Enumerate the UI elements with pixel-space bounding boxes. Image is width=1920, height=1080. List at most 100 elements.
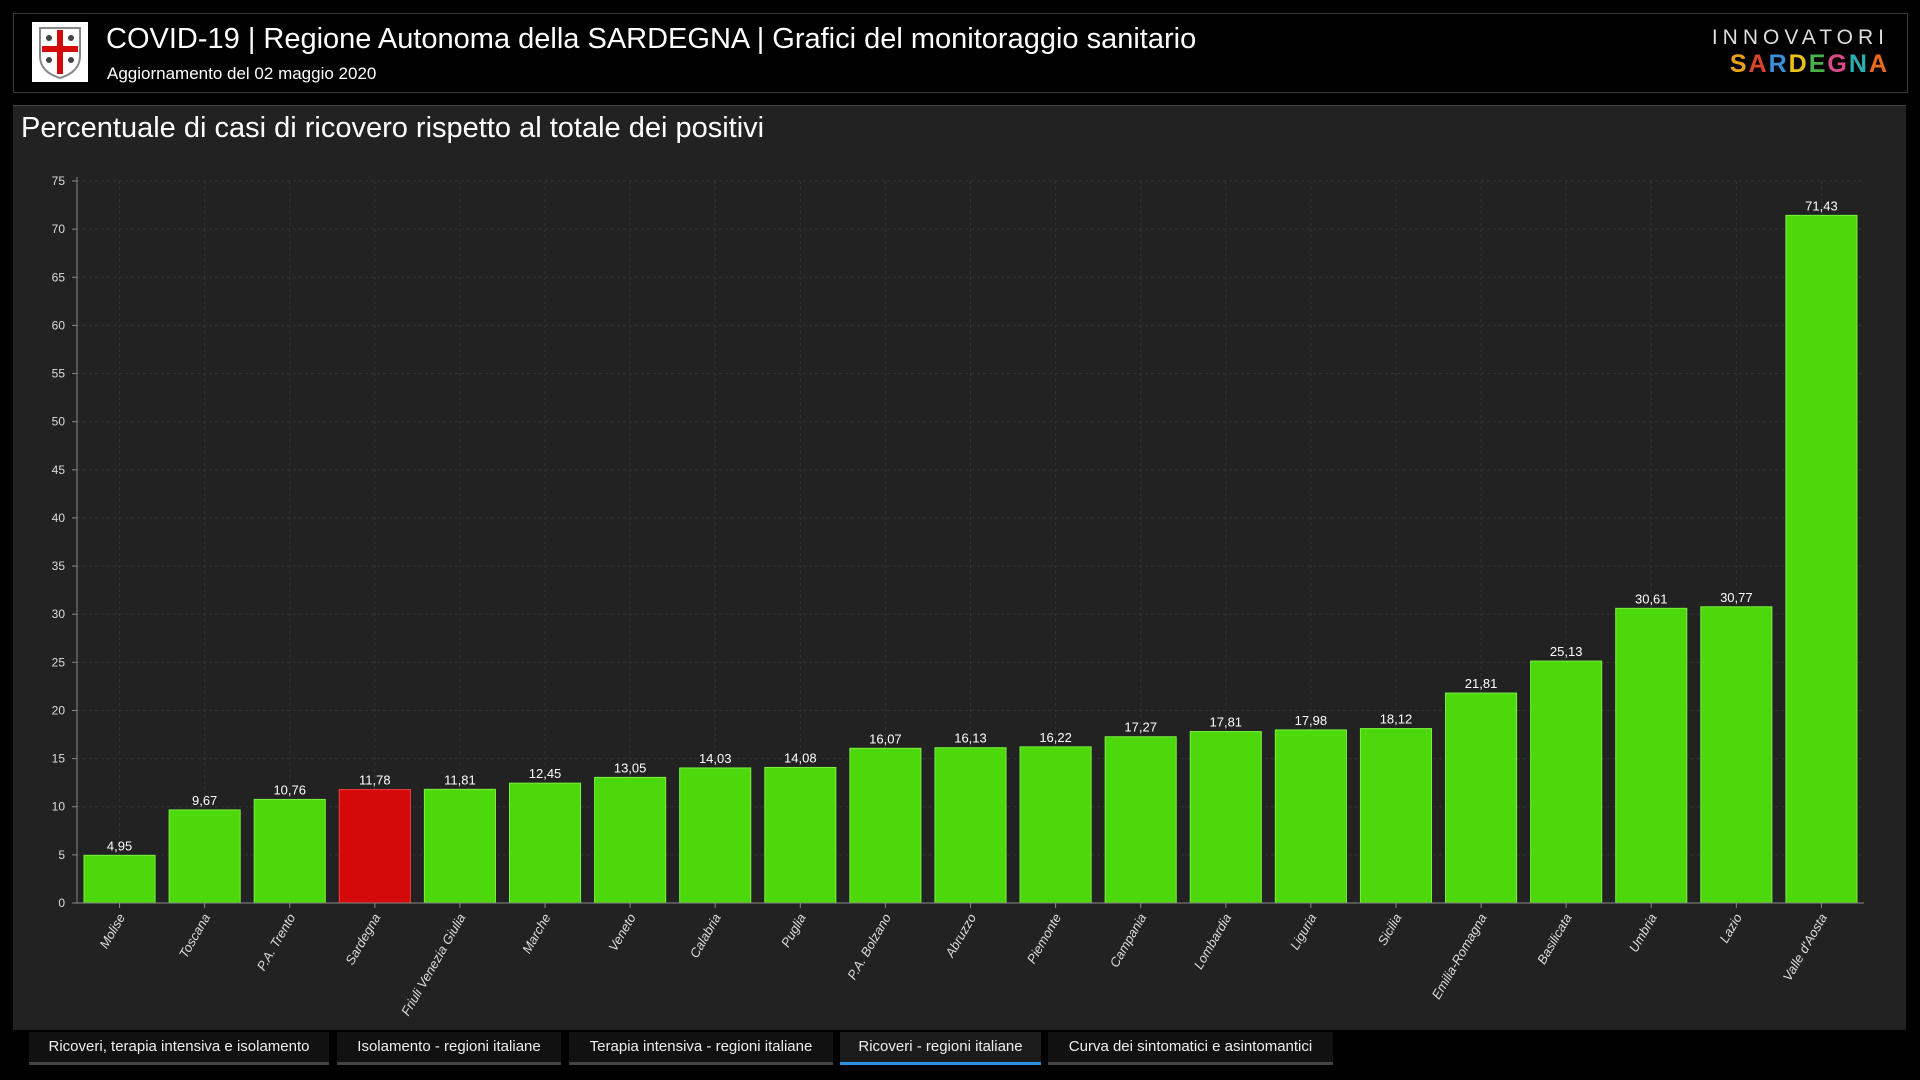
- bar-campania: [1104, 736, 1177, 904]
- y-tick-label: 65: [52, 270, 66, 284]
- brand-bottom-text: SARDEGNA: [1712, 50, 1889, 79]
- x-tick-label: Liguria: [1287, 911, 1320, 952]
- tab-5[interactable]: Curva dei sintomatici e asintomantici: [1048, 1032, 1333, 1065]
- bar-toscana: [168, 809, 241, 904]
- bar-sicilia: [1359, 728, 1433, 904]
- y-tick-label: 0: [58, 896, 65, 910]
- x-tick-label: Basilicata: [1534, 911, 1575, 967]
- bar-liguria: [1274, 729, 1347, 904]
- tab-2[interactable]: Isolamento - regioni italiane: [337, 1032, 561, 1065]
- bar-piemonte: [1019, 746, 1092, 904]
- y-tick-label: 75: [52, 174, 66, 188]
- data-label: 30,61: [1635, 591, 1668, 606]
- data-label: 25,13: [1550, 644, 1583, 659]
- innovatori-sardegna-logo: INNOVATORI SARDEGNA: [1712, 26, 1889, 79]
- data-label: 21,81: [1465, 676, 1498, 691]
- brand-letter: N: [1848, 50, 1869, 78]
- y-tick-label: 60: [52, 318, 66, 332]
- brand-letter: E: [1808, 50, 1828, 78]
- y-tick-label: 40: [52, 511, 66, 525]
- chart-title: Percentuale di casi di ricovero rispetto…: [21, 112, 765, 144]
- data-label: 10,76: [273, 782, 306, 797]
- x-tick-label: Valle d'Aosta: [1780, 911, 1830, 983]
- bar-chart: 0 5 10 15 20 25 30 35 40 45 50 55 60 65 70 75 4,95 Molise…: [52, 174, 1864, 1018]
- bar-abruzzo: [934, 747, 1007, 904]
- brand-letter: A: [1748, 50, 1769, 78]
- bar-sardegna: [338, 789, 411, 904]
- data-label: 18,12: [1380, 712, 1413, 727]
- data-label: 16,07: [869, 731, 902, 746]
- bar-basilicata: [1530, 660, 1603, 904]
- x-tick-label: Piemonte: [1024, 911, 1064, 966]
- y-tick-label: 30: [52, 607, 66, 621]
- y-tick-label: 15: [52, 752, 66, 766]
- data-label: 17,81: [1210, 715, 1243, 730]
- data-label: 16,22: [1039, 730, 1072, 745]
- data-label: 30,77: [1720, 590, 1753, 605]
- brand-letter: D: [1788, 50, 1809, 78]
- bar-veneto: [594, 776, 667, 904]
- data-label: 13,05: [614, 760, 647, 775]
- bar-p-a-bolzano: [849, 747, 922, 904]
- brand-letter: A: [1868, 50, 1889, 78]
- data-label: 71,43: [1805, 198, 1838, 213]
- tab-bar: Ricoveri, terapia intensiva e isolamento…: [0, 1032, 1920, 1066]
- bar-valle-d-aosta: [1785, 214, 1858, 904]
- data-label: 17,98: [1295, 713, 1328, 728]
- x-tick-label: Lazio: [1716, 911, 1745, 945]
- bar-puglia: [764, 766, 837, 904]
- region-coat-of-arms-logo: [32, 22, 88, 82]
- bar-p-a-trento: [253, 798, 326, 904]
- data-label: 9,67: [192, 793, 217, 808]
- bar-umbria: [1615, 607, 1688, 904]
- x-tick-label: Sardegna: [342, 911, 383, 967]
- x-tick-label: Veneto: [605, 911, 638, 954]
- brand-letter: S: [1729, 50, 1749, 78]
- data-label: 17,27: [1124, 720, 1157, 735]
- y-tick-label: 25: [52, 655, 66, 669]
- brand-letter: R: [1768, 50, 1789, 78]
- x-tick-label: P.A. Bolzano: [844, 911, 894, 982]
- app-title: COVID-19 | Regione Autonoma della SARDEG…: [106, 23, 1197, 55]
- x-tick-label: Marche: [519, 911, 554, 956]
- y-tick-label: 70: [52, 222, 66, 236]
- bar-lombardia: [1189, 731, 1262, 904]
- data-label: 4,95: [107, 838, 132, 853]
- x-tick-label: Puglia: [778, 911, 809, 950]
- y-tick-label: 20: [52, 703, 66, 717]
- x-tick-label: Campania: [1107, 911, 1150, 970]
- bar-molise: [83, 854, 156, 904]
- y-tick-label: 45: [52, 463, 66, 477]
- data-label: 11,81: [444, 772, 476, 787]
- x-tick-label: Sicilia: [1375, 911, 1405, 948]
- x-tick-label: Lombardia: [1191, 911, 1235, 972]
- data-label: 14,03: [699, 751, 732, 766]
- tab-1[interactable]: Ricoveri, terapia intensiva e isolamento: [29, 1032, 329, 1065]
- data-label: 11,78: [359, 773, 391, 788]
- data-label: 16,13: [954, 731, 987, 746]
- x-tick-label: Umbria: [1626, 911, 1660, 955]
- y-tick-label: 10: [52, 800, 66, 814]
- x-tick-label: P.A. Trento: [254, 911, 299, 973]
- brand-top-text: INNOVATORI: [1711, 26, 1889, 49]
- y-tick-label: 35: [52, 559, 66, 573]
- tab-3[interactable]: Terapia intensiva - regioni italiane: [569, 1032, 833, 1065]
- bar-emilia-romagna: [1445, 692, 1518, 904]
- bar-calabria: [679, 767, 752, 904]
- bar-friuli-venezia-giulia: [423, 788, 496, 904]
- chart-panel: 0 5 10 15 20 25 30 35 40 45 50 55 60 65 70 75 4,95 Molise…: [13, 105, 1906, 1030]
- y-tick-label: 5: [58, 848, 65, 862]
- x-tick-label: Emilia-Romagna: [1429, 911, 1490, 1002]
- data-label: 14,08: [784, 750, 817, 765]
- y-tick-label: 55: [52, 367, 66, 381]
- x-tick-label: Molise: [96, 911, 128, 951]
- data-label: 12,45: [529, 766, 562, 781]
- x-tick-label: Friuli Venezia Giulia: [398, 911, 469, 1018]
- tab-4[interactable]: Ricoveri - regioni italiane: [840, 1032, 1041, 1065]
- x-tick-label: Calabria: [687, 911, 724, 960]
- update-date: Aggiornamento del 02 maggio 2020: [107, 64, 377, 83]
- bar-marche: [508, 782, 582, 904]
- x-tick-label: Toscana: [176, 911, 213, 961]
- bar-lazio: [1700, 606, 1773, 904]
- brand-letter: G: [1827, 50, 1849, 78]
